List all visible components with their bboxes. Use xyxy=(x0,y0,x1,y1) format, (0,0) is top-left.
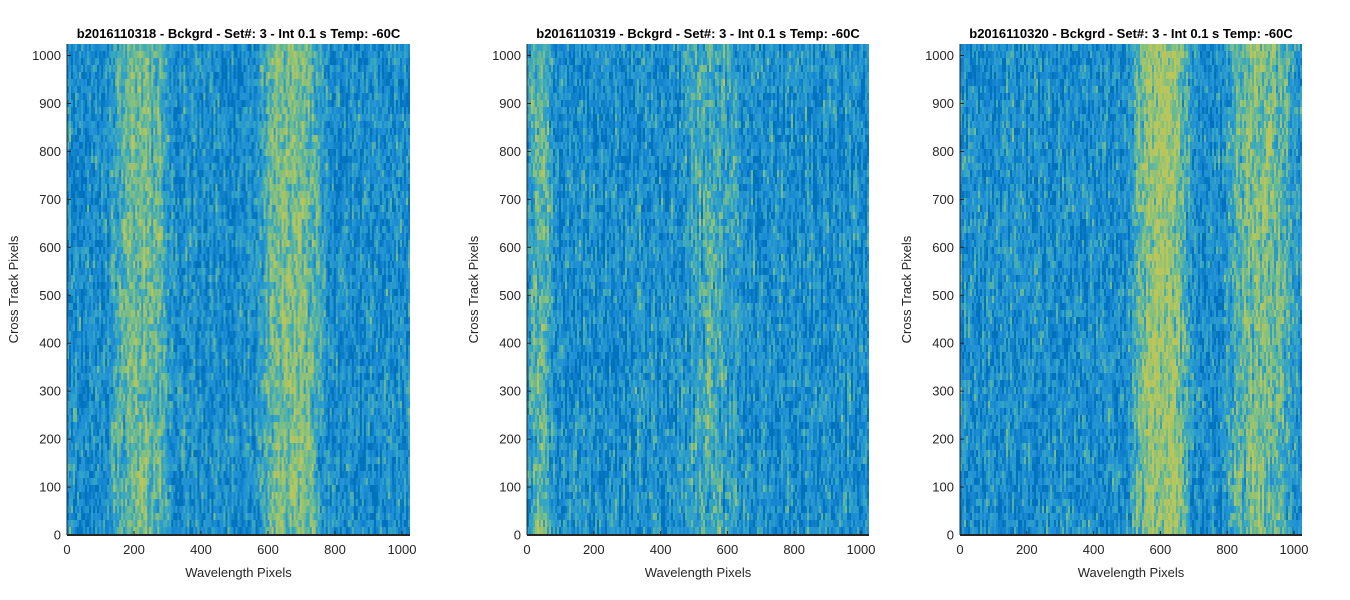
heatmap-panel-3: 0 200 400 600 800 1000 0 100 200 300 400 500 600 700 8… xyxy=(899,26,1308,580)
y-tick-label: 800 xyxy=(499,144,521,159)
y-tick-label: 400 xyxy=(499,336,521,351)
y-tick-label: 200 xyxy=(932,432,954,447)
x-tick-label: 800 xyxy=(1216,542,1238,557)
y-tick-label: 900 xyxy=(499,96,521,111)
y-tick-label: 800 xyxy=(932,144,954,159)
x-tick-label: 200 xyxy=(1016,542,1038,557)
x-tick-label: 1000 xyxy=(847,542,876,557)
x-tick-label: 1000 xyxy=(388,542,417,557)
x-tick-label: 200 xyxy=(583,542,605,557)
x-tick-label: 400 xyxy=(190,542,212,557)
y-tick-label: 900 xyxy=(39,96,61,111)
y-tick-label: 700 xyxy=(499,192,521,207)
x-tick-label: 400 xyxy=(650,542,672,557)
y-tick-label: 300 xyxy=(39,384,61,399)
x-tick-label: 200 xyxy=(123,542,145,557)
y-tick-label: 100 xyxy=(932,480,954,495)
heatmap-panel-1: 0 200 400 600 800 1000 0 100 200 300 400 500 600 700 8… xyxy=(6,26,416,580)
y-tick-label: 100 xyxy=(39,480,61,495)
y-tick-label: 300 xyxy=(499,384,521,399)
x-tick-label: 0 xyxy=(523,542,530,557)
x-tick-label: 0 xyxy=(63,542,70,557)
heatmap-panel-2: 0 200 400 600 800 1000 0 100 200 300 400 500 600 700 8… xyxy=(466,26,875,580)
x-tick-label: 600 xyxy=(1150,542,1172,557)
y-tick-label: 800 xyxy=(39,144,61,159)
x-tick-label: 800 xyxy=(783,542,805,557)
y-tick-label: 200 xyxy=(499,432,521,447)
y-axis-label: Cross Track Pixels xyxy=(899,235,914,343)
y-tick-label: 600 xyxy=(39,240,61,255)
y-tick-label: 1000 xyxy=(32,48,61,63)
heatmap-image xyxy=(67,44,410,535)
x-axis-label: Wavelength Pixels xyxy=(185,565,292,580)
chart-title: b2016110319 - Bckgrd - Set#: 3 - Int 0.1… xyxy=(536,26,860,41)
y-tick-label: 600 xyxy=(932,240,954,255)
y-tick-label: 400 xyxy=(39,336,61,351)
y-tick-label: 900 xyxy=(932,96,954,111)
chart-title: b2016110318 - Bckgrd - Set#: 3 - Int 0.1… xyxy=(77,26,401,41)
x-tick-label: 400 xyxy=(1083,542,1105,557)
x-tick-label: 0 xyxy=(956,542,963,557)
x-axis-label: Wavelength Pixels xyxy=(1078,565,1185,580)
chart-title: b2016110320 - Bckgrd - Set#: 3 - Int 0.1… xyxy=(969,26,1293,41)
y-tick-label: 1000 xyxy=(492,48,521,63)
y-tick-label: 300 xyxy=(932,384,954,399)
y-tick-label: 500 xyxy=(499,288,521,303)
y-tick-label: 700 xyxy=(932,192,954,207)
x-tick-label: 800 xyxy=(324,542,346,557)
y-tick-label: 0 xyxy=(947,528,954,543)
y-tick-label: 0 xyxy=(514,528,521,543)
y-tick-label: 200 xyxy=(39,432,61,447)
y-tick-label: 700 xyxy=(39,192,61,207)
heatmap-panels: 0 200 400 600 800 100001002003004005006007008… xyxy=(6,26,1308,580)
x-tick-label: 600 xyxy=(717,542,739,557)
y-tick-label: 400 xyxy=(932,336,954,351)
y-tick-label: 500 xyxy=(39,288,61,303)
y-tick-label: 600 xyxy=(499,240,521,255)
heatmap-image xyxy=(527,44,869,535)
y-axis-label: Cross Track Pixels xyxy=(6,235,21,343)
x-axis-label: Wavelength Pixels xyxy=(645,565,752,580)
x-tick-label: 1000 xyxy=(1280,542,1309,557)
y-tick-label: 100 xyxy=(499,480,521,495)
y-tick-label: 1000 xyxy=(925,48,954,63)
y-tick-label: 0 xyxy=(54,528,61,543)
y-axis-label: Cross Track Pixels xyxy=(466,235,481,343)
heatmap-image xyxy=(960,44,1302,535)
y-tick-label: 500 xyxy=(932,288,954,303)
x-tick-label: 600 xyxy=(257,542,279,557)
